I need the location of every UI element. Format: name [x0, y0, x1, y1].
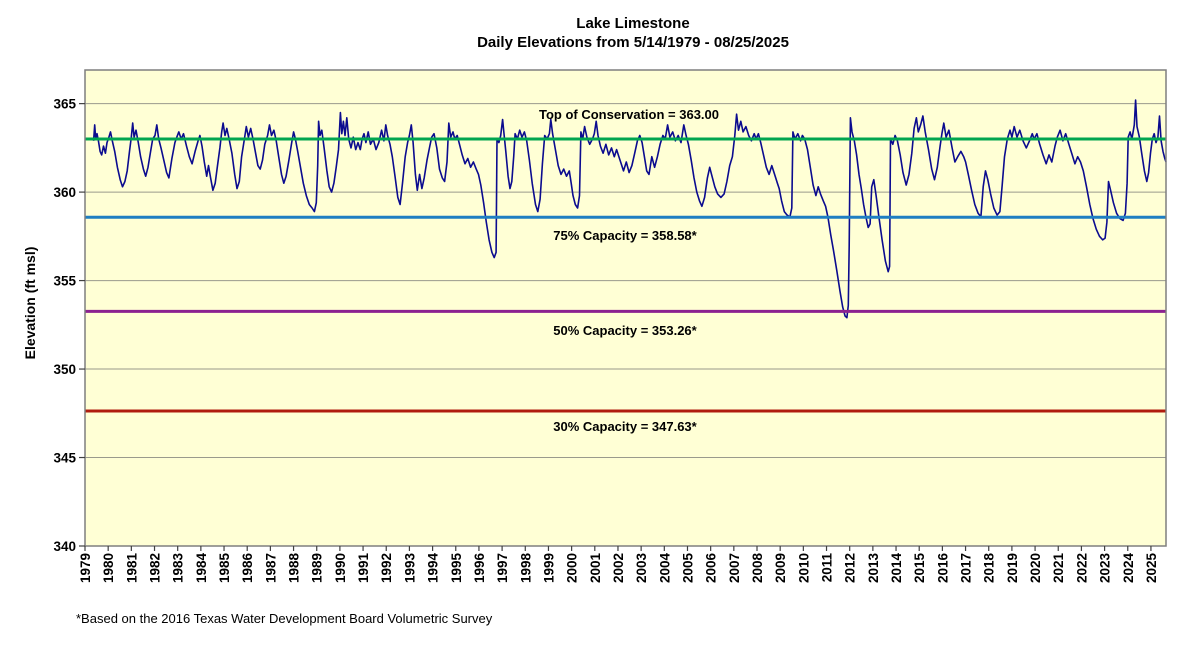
page-title: Lake Limestone: [576, 15, 690, 32]
x-tick-label: 2025: [1144, 553, 1159, 584]
daily-elevation-line: [92, 99, 1167, 319]
x-tick-label: 2022: [1074, 553, 1089, 583]
y-tick-label: 345: [53, 451, 76, 466]
reference-label-75-capacity: 75% Capacity = 358.58*: [553, 228, 697, 243]
x-tick-label: 1984: [194, 553, 209, 584]
x-tick-label: 2003: [634, 553, 649, 584]
y-tick-label: 365: [53, 97, 76, 112]
x-tick-label: 2015: [912, 553, 927, 584]
plot-border: [84, 69, 1167, 547]
x-tick-label: 1986: [240, 553, 255, 584]
plot-area: [85, 70, 1166, 546]
x-tick-label: 1979: [78, 553, 93, 583]
y-tick-label: 355: [53, 274, 76, 289]
reference-label-top-of-conservation: Top of Conservation = 363.00: [538, 107, 720, 122]
x-tick-label: 2023: [1098, 553, 1113, 584]
x-tick-label: 1990: [333, 553, 348, 583]
chart-subtitle: Daily Elevations from 5/14/1979 - 08/25/…: [477, 34, 789, 51]
x-tick-label: 1988: [287, 553, 302, 584]
x-tick-label: 1981: [124, 553, 139, 584]
x-tick-label: 2013: [866, 553, 881, 584]
x-tick-label: 2024: [1121, 553, 1136, 584]
x-tick-label: 1995: [449, 553, 464, 584]
x-tick-label: 2017: [959, 553, 974, 583]
x-tick-label: 2001: [588, 553, 603, 584]
reference-label-50-capacity: 50% Capacity = 353.26*: [553, 323, 697, 338]
x-tick-label: 1999: [541, 553, 556, 583]
x-tick-label: 2012: [843, 553, 858, 583]
x-tick-label: 2008: [750, 553, 765, 584]
reference-label-30-capacity: 30% Capacity = 347.63*: [553, 419, 697, 434]
y-tick-label: 350: [53, 362, 76, 377]
x-tick-label: 1989: [310, 553, 325, 583]
x-tick-label: 2000: [565, 553, 580, 583]
x-tick-label: 1982: [148, 553, 163, 583]
x-tick-label: 1994: [426, 553, 441, 584]
x-tick-label: 2021: [1051, 553, 1066, 584]
x-tick-label: 2002: [611, 553, 626, 583]
x-tick-label: 2010: [796, 553, 811, 583]
x-tick-label: 2020: [1028, 553, 1043, 583]
chart-title-block: Lake Limestone Daily Elevations from 5/1…: [477, 14, 789, 52]
y-tick-label: 340: [53, 539, 76, 554]
x-tick-label: 2009: [773, 553, 788, 583]
x-tick-label: 1983: [171, 553, 186, 584]
x-tick-label: 2014: [889, 553, 904, 584]
y-axis-title: Elevation (ft msl): [22, 246, 38, 360]
y-tick-label: 360: [53, 185, 76, 200]
x-tick-label: 1985: [217, 553, 232, 584]
x-tick-label: 2004: [657, 553, 672, 584]
x-tick-label: 1980: [101, 553, 116, 583]
x-tick-label: 1997: [495, 553, 510, 583]
x-tick-label: 1991: [356, 553, 371, 584]
x-tick-label: 2007: [727, 553, 742, 583]
x-tick-label: 1996: [472, 553, 487, 584]
footnote: *Based on the 2016 Texas Water Developme…: [76, 611, 493, 626]
x-tick-label: 1992: [379, 553, 394, 583]
x-tick-label: 2006: [704, 553, 719, 584]
x-tick-label: 1998: [518, 553, 533, 584]
x-tick-label: 2019: [1005, 553, 1020, 583]
x-tick-label: 1993: [402, 553, 417, 584]
x-tick-label: 2011: [820, 553, 835, 583]
x-tick-label: 1987: [263, 553, 278, 583]
x-tick-label: 2005: [680, 553, 695, 584]
x-tick-label: 2016: [935, 553, 950, 584]
x-tick-label: 2018: [982, 553, 997, 584]
